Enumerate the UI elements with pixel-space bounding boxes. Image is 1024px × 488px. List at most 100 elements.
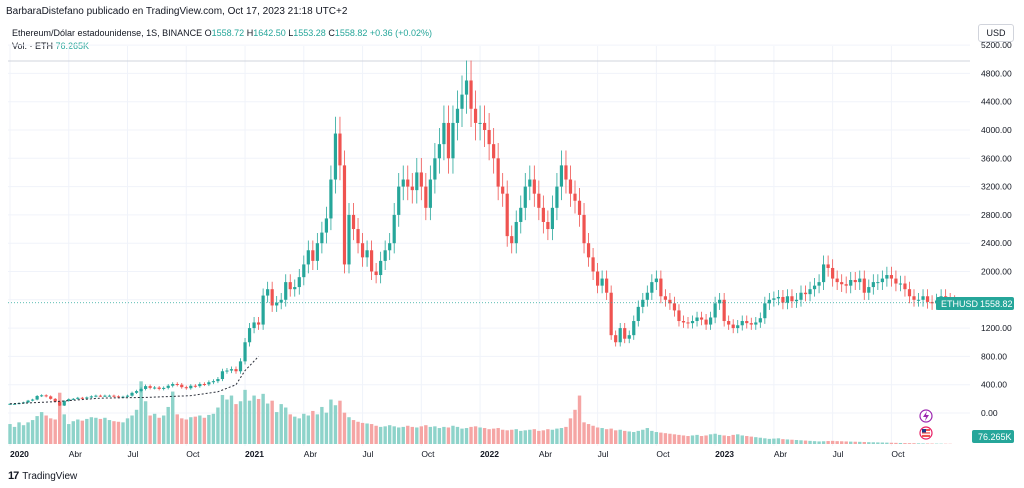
volume-bar <box>252 395 256 444</box>
candle-body <box>618 328 622 343</box>
volume-bar <box>374 425 378 444</box>
volume-bar <box>207 414 211 444</box>
price-tick-label: 3600.00 <box>981 153 1012 163</box>
candle-body <box>469 80 473 109</box>
time-axis[interactable]: 2020 Abr Jul Oct 2021 Abr Jul Oct 2022 Abr Jul Oct 2… <box>10 449 905 459</box>
volume-bar <box>826 441 830 444</box>
candle-body <box>785 296 790 303</box>
currency-button[interactable]: USD <box>978 24 1014 42</box>
candle-body <box>473 108 478 123</box>
candle-body <box>853 279 857 283</box>
candle-body <box>67 399 71 401</box>
volume-bar <box>907 443 912 444</box>
candle-body <box>58 401 62 406</box>
candle-body <box>501 186 505 194</box>
candle-body <box>198 383 202 387</box>
volume-bar <box>469 426 473 444</box>
volume-bar <box>681 435 686 444</box>
candle-body <box>600 278 604 286</box>
candle-body <box>677 310 681 322</box>
volume-bar <box>387 425 392 444</box>
candle-body <box>144 386 148 389</box>
volume-bar <box>180 418 184 444</box>
volume-bar <box>356 421 360 444</box>
candle-body <box>419 172 423 187</box>
price-tag-box <box>936 297 1014 310</box>
candle-body <box>803 292 808 295</box>
candle-body <box>668 299 672 304</box>
price-tick-label: 400.00 <box>981 380 1007 390</box>
candle-body <box>704 319 708 325</box>
volume-tag-value: 76.265K <box>978 432 1012 442</box>
volume-bar <box>717 434 722 444</box>
volume-bar <box>360 422 365 444</box>
candle-body <box>388 243 392 251</box>
volume-bar <box>392 426 396 444</box>
price-tick-label: 3200.00 <box>981 182 1012 192</box>
volume-bar <box>663 433 668 444</box>
candle-body <box>903 283 907 290</box>
volume-bar <box>333 405 338 444</box>
candle-body <box>596 271 600 286</box>
candle-body <box>166 385 170 388</box>
candle-body <box>406 179 410 187</box>
volume-bar <box>695 434 699 444</box>
candle-body <box>216 379 220 382</box>
footer-brand[interactable]: 17 TradingView <box>8 470 77 482</box>
price-axis[interactable]: 5200.00 4800.00 4400.00 4000.00 3600.00 3200.… <box>981 40 1012 418</box>
candle-body <box>577 200 582 215</box>
candle-body <box>898 283 903 285</box>
volume-bar <box>302 413 306 444</box>
lightning-icon[interactable] <box>919 409 933 423</box>
candle-body <box>89 396 93 398</box>
candle-body <box>736 325 740 329</box>
volume-bar <box>284 407 288 444</box>
volume-bar <box>383 426 387 444</box>
tradingview-logo-icon: 17 <box>8 470 19 482</box>
candle-body <box>370 250 374 272</box>
volume-bar <box>541 430 546 444</box>
candle-body <box>514 221 518 244</box>
candle-body <box>324 218 328 233</box>
volume-bar <box>30 420 35 444</box>
volume-bar <box>903 443 907 444</box>
volume-bar <box>821 441 826 444</box>
volume-bar <box>478 427 482 444</box>
candle-body <box>528 179 532 187</box>
candle-body <box>532 179 536 194</box>
candle-body <box>401 179 405 187</box>
volume-bar <box>351 420 356 444</box>
volume-bar <box>532 429 537 444</box>
candle-body <box>225 370 229 372</box>
chart-legend: Ethereum/Dólar estadounidense, 1S, BINAN… <box>12 27 432 53</box>
volume-bar <box>378 426 383 444</box>
candle-body <box>505 193 509 237</box>
candle-body <box>767 299 771 304</box>
candle-body <box>234 369 238 372</box>
volume-tag-box <box>972 430 1014 443</box>
candle-body <box>347 214 351 265</box>
volume-bar <box>876 442 880 444</box>
candle-body <box>415 172 419 191</box>
price-tick-label: 800.00 <box>981 351 1007 361</box>
volume-bar <box>586 424 591 444</box>
time-tick-label: 2023 <box>715 449 734 459</box>
volume-bar <box>243 389 247 444</box>
volume-bar <box>763 438 767 444</box>
volume-bar <box>288 414 292 444</box>
us-flag-icon[interactable] <box>919 426 933 440</box>
volume-bar <box>121 422 125 444</box>
volume-bar <box>89 417 94 444</box>
candle-body <box>428 179 432 208</box>
candle-body <box>311 250 315 261</box>
volume-bar <box>785 439 790 444</box>
candle-body <box>555 186 559 208</box>
candle-body <box>26 400 30 403</box>
volume-bar <box>455 426 460 444</box>
candle-body <box>709 317 713 325</box>
volume-bar <box>311 410 315 444</box>
volume-bar <box>623 430 627 444</box>
candle-body <box>85 397 89 399</box>
candle-body <box>451 122 455 159</box>
